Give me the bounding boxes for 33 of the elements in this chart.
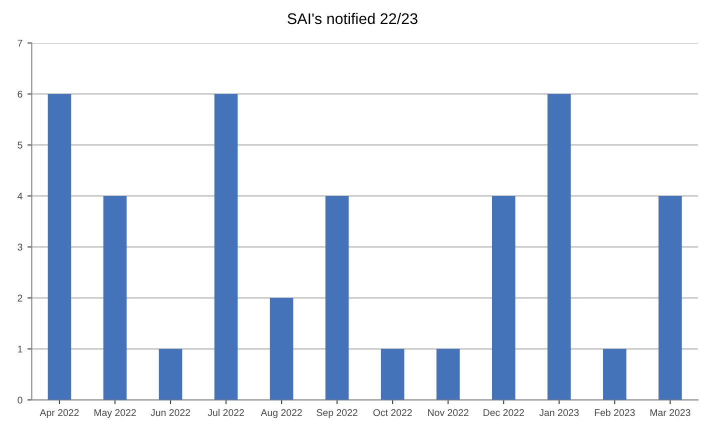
bar [436,348,460,400]
bar [325,196,349,400]
y-tick-label: 4 [18,192,22,200]
x-tick-label: May 2022 [94,409,136,418]
bar [48,94,72,400]
bar [658,196,682,400]
x-tick-label: Jan 2023 [539,409,579,416]
chart-title: SAI's notified 22/23 [288,12,418,24]
x-tick-label: Sep 2022 [316,409,358,418]
y-tick-label: 1 [18,346,22,352]
bar [380,348,404,400]
x-tick-label: Dec 2022 [484,409,524,416]
x-tick-label: Mar 2023 [650,409,690,416]
bar [547,94,571,400]
x-tick-label: Nov 2022 [428,409,468,416]
y-tick-label: 0 [18,396,22,404]
x-tick-label: Feb 2023 [594,408,635,416]
y-tick-label: 3 [18,244,22,251]
bar [492,196,516,400]
bar [214,94,238,400]
bar [270,298,294,400]
y-tick-label: 2 [18,294,22,302]
x-tick-label: Oct 2022 [373,409,412,416]
bar [103,196,127,400]
x-tick-label: Jul 2022 [208,408,244,416]
x-tick-label: Jun 2022 [150,409,190,416]
x-tick-label: Aug 2022 [260,409,302,418]
bar [158,348,182,400]
y-tick-label: 6 [18,90,22,98]
y-tick-label: 7 [18,40,22,47]
bar [603,348,626,400]
y-tick-label: 5 [18,142,22,149]
x-tick-label: Apr 2022 [40,409,79,418]
